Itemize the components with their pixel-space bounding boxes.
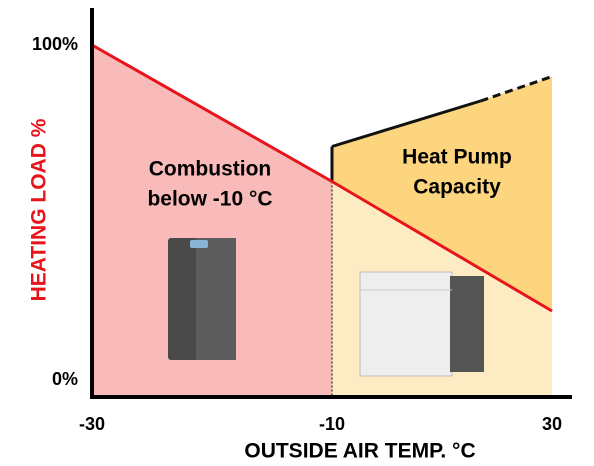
x-tick-label: -10	[319, 414, 345, 434]
x-axis-title: OUTSIDE AIR TEMP. °C	[244, 440, 475, 463]
annotation: Capacity	[413, 176, 501, 199]
chiller-icon	[360, 272, 452, 376]
boiler-side	[196, 238, 236, 360]
annotation: Heat Pump	[402, 146, 512, 169]
chiller-fans	[450, 276, 484, 372]
y-axis-title: HEATING LOAD %	[28, 118, 51, 301]
chart: 0% 100% -30 -10 30 Combustion below -10 °C Heat…	[0, 0, 594, 466]
x-tick-label: 30	[542, 414, 562, 434]
annotation: Combustion	[149, 158, 271, 181]
y-tick-label: 0%	[52, 369, 78, 389]
x-tick-label: -30	[79, 414, 105, 434]
boiler-panel	[190, 240, 208, 248]
annotation: below -10 °C	[147, 188, 272, 211]
y-tick-label: 100%	[32, 34, 78, 54]
